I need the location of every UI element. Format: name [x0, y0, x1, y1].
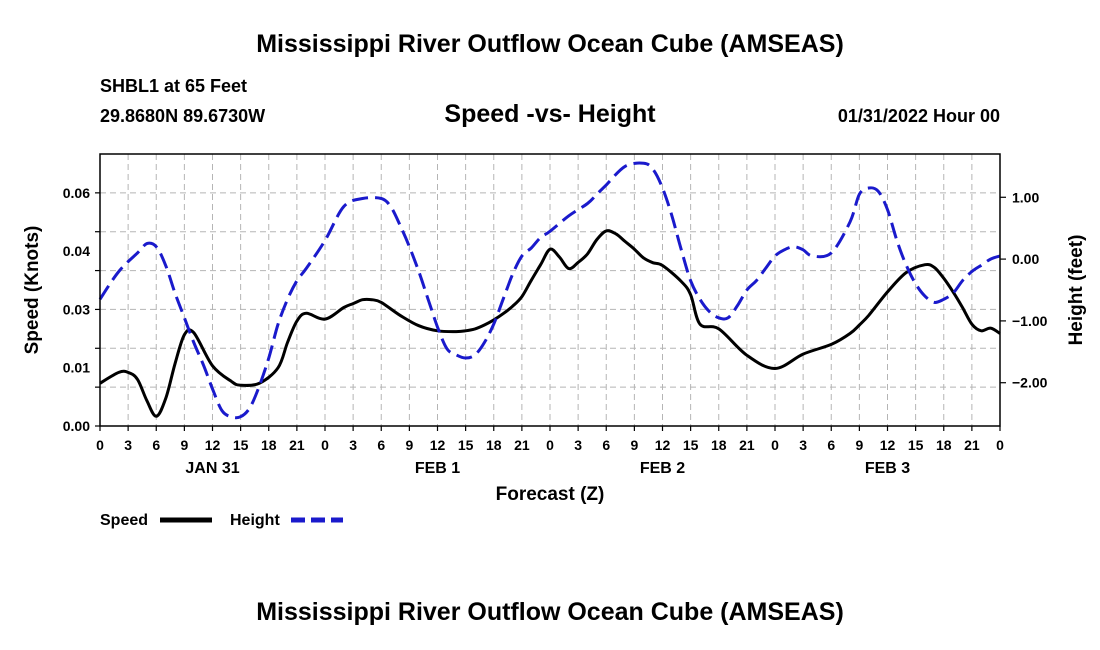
- legend-height-label: Height: [230, 512, 280, 529]
- y-axis-right-label: Height (feet): [1066, 235, 1087, 346]
- x-axis-day-label: FEB 3: [865, 460, 910, 477]
- x-axis-tick-label: 12: [430, 437, 446, 453]
- x-axis-tick-label: 0: [771, 437, 779, 453]
- x-axis-tick-label: 15: [458, 437, 474, 453]
- right-axis-tick-label: −1.00: [1012, 313, 1048, 329]
- grid-lines: [100, 154, 1000, 426]
- series-lines: [98, 161, 1001, 420]
- x-axis-tick-label: 21: [289, 437, 305, 453]
- x-axis-tick-label: 6: [602, 437, 610, 453]
- chart-title-bottom: Mississippi River Outflow Ocean Cube (AM…: [256, 598, 844, 626]
- x-axis-tick-label: 21: [514, 437, 530, 453]
- x-axis-tick-label: 9: [855, 437, 863, 453]
- x-axis-tick-label: 0: [546, 437, 554, 453]
- x-axis-tick-label: 3: [574, 437, 582, 453]
- x-axis-day-label: JAN 31: [185, 460, 239, 477]
- x-axis-tick-label: 18: [711, 437, 727, 453]
- x-axis-tick-label: 15: [233, 437, 249, 453]
- x-axis-tick-label: 12: [655, 437, 671, 453]
- x-axis-day-label: FEB 2: [640, 460, 685, 477]
- x-axis-tick-label: 6: [377, 437, 385, 453]
- left-axis-tick-label: 0.00: [63, 418, 90, 434]
- right-axis-tick-label: 1.00: [1012, 189, 1039, 205]
- chart-subtitle: Speed -vs- Height: [444, 100, 656, 128]
- x-axis-tick-label: 12: [205, 437, 221, 453]
- x-axis-label: Forecast (Z): [496, 484, 605, 505]
- x-axis-tick-label: 15: [908, 437, 924, 453]
- x-axis-tick-label: 9: [630, 437, 638, 453]
- x-axis-tick-label: 3: [349, 437, 357, 453]
- x-axis-tick-label: 9: [180, 437, 188, 453]
- left-axis-tick-label: 0.06: [63, 185, 90, 201]
- series-line-speed: [99, 229, 1001, 418]
- x-axis-tick-label: 21: [964, 437, 980, 453]
- x-axis-tick-label: 18: [486, 437, 502, 453]
- x-axis-day-label: FEB 1: [415, 460, 460, 477]
- legend-speed-label: Speed: [100, 512, 148, 529]
- x-axis-tick-label: 3: [799, 437, 807, 453]
- x-axis-tick-label: 12: [880, 437, 896, 453]
- x-axis-tick-label: 9: [405, 437, 413, 453]
- x-axis-tick-label: 18: [261, 437, 277, 453]
- x-axis: 0 3 6 9 12 15 18 21 0 3 6 9 12 15 18 21 0 3 6 9 12 15 18 21 0 3 6 9…: [96, 426, 1004, 477]
- right-axis: 1.00 0.00 −1.00 −2.00: [1000, 189, 1048, 391]
- y-axis-left-label: Speed (Knots): [22, 226, 43, 355]
- x-axis-tick-label: 0: [996, 437, 1004, 453]
- forecast-datetime: 01/31/2022 Hour 00: [837, 106, 1000, 126]
- x-axis-tick-label: 0: [321, 437, 329, 453]
- x-axis-tick-label: 18: [936, 437, 952, 453]
- chart-title-top: Mississippi River Outflow Ocean Cube (AM…: [256, 30, 844, 58]
- x-axis-tick-label: 21: [739, 437, 755, 453]
- legend: Speed Height: [100, 512, 343, 529]
- x-axis-tick-label: 0: [96, 437, 104, 453]
- left-axis: 0.00 0.01 0.03 0.04 0.06: [63, 185, 100, 434]
- x-axis-tick-label: 3: [124, 437, 132, 453]
- x-axis-tick-label: 15: [683, 437, 699, 453]
- x-axis-tick-label: 6: [152, 437, 160, 453]
- right-axis-tick-label: −2.00: [1012, 375, 1048, 391]
- left-axis-tick-label: 0.01: [63, 360, 90, 376]
- left-axis-tick-label: 0.04: [63, 243, 90, 259]
- right-axis-tick-label: 0.00: [1012, 251, 1039, 267]
- station-label: SHBL1 at 65 Feet: [100, 76, 248, 96]
- coordinates-label: 29.8680N 89.6730W: [100, 106, 266, 126]
- x-axis-tick-label: 6: [827, 437, 835, 453]
- left-axis-tick-label: 0.03: [63, 301, 90, 317]
- series-line-height: [98, 161, 1001, 420]
